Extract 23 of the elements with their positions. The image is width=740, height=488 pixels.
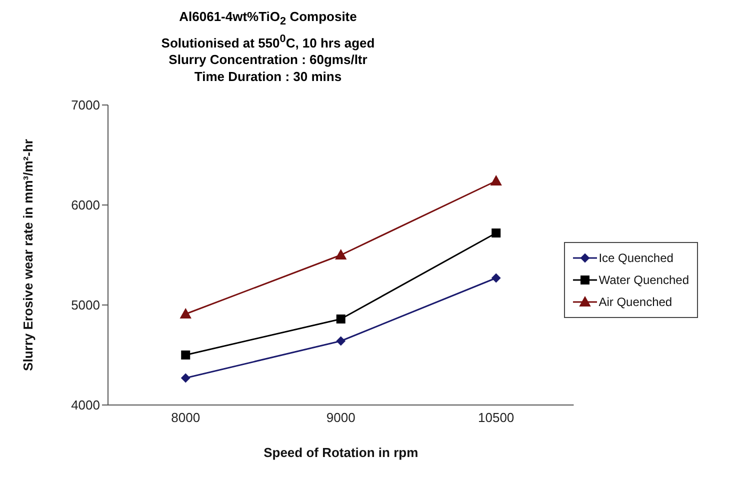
point xyxy=(490,175,502,186)
legend-label: Water Quenched xyxy=(598,272,689,289)
point xyxy=(336,314,346,324)
point xyxy=(336,336,346,346)
y-tick-label: 6000 xyxy=(71,198,100,213)
point xyxy=(335,249,346,260)
y-axis-title: Slurry Erosive wear rate in mm³/m²-hr xyxy=(20,138,36,371)
x-tick-label: 9000 xyxy=(326,410,356,426)
x-tick-label: 8000 xyxy=(171,410,200,426)
legend-label: Ice Quenched xyxy=(598,250,674,267)
point xyxy=(181,350,190,360)
x-tick-label: 10500 xyxy=(478,410,514,426)
y-tick-label: 5000 xyxy=(71,298,100,313)
chart-title: Al6061-4wt%TiO$_{2}$ Composite xyxy=(178,8,358,30)
y-tick-label: 4000 xyxy=(71,398,100,413)
point xyxy=(180,308,192,318)
legend-label: Air Quenched xyxy=(598,294,672,311)
point xyxy=(492,273,501,282)
point xyxy=(181,373,190,382)
point xyxy=(492,228,501,238)
y-tick-label: 7000 xyxy=(71,98,100,113)
chart-subtitle: Solutionised at 550$^{0}$C, 10 hrs aged Slurry Concentration : 60gms/ltr Time Duration : 30 mins xyxy=(160,32,376,85)
x-axis-title: Speed of Rotation in rpm xyxy=(264,444,418,460)
